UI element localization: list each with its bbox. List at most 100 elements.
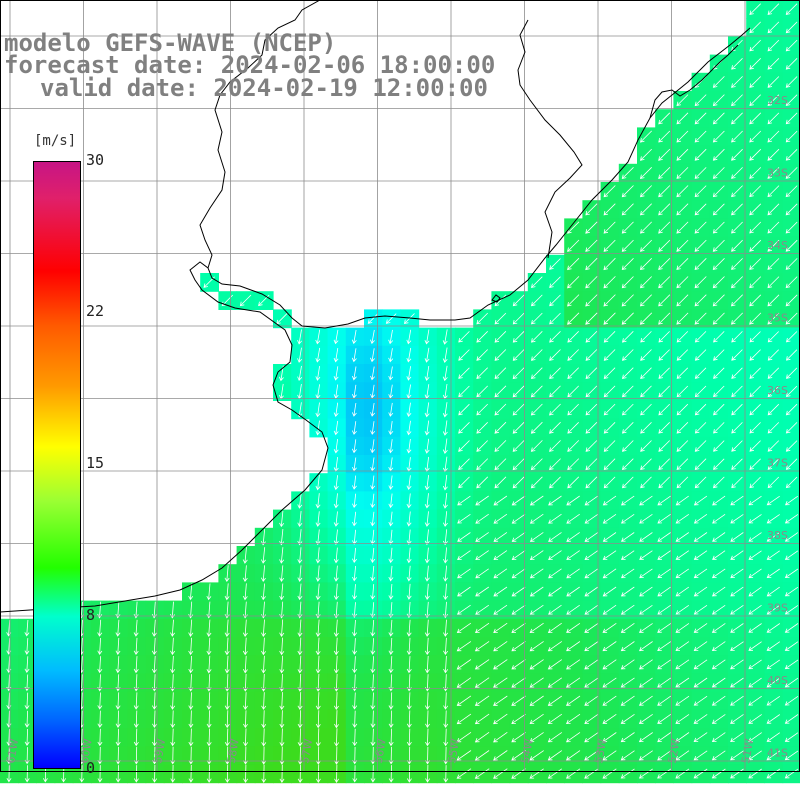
wind-arrow [476,476,489,489]
wind-arrow [584,622,599,633]
wind-cell [582,491,602,511]
wind-arrow [749,39,761,52]
wind-arrow [188,655,194,674]
wind-arrow [713,385,725,398]
wind-arrow [602,550,617,560]
wind-cell [673,600,693,620]
wind-arrow [476,440,488,452]
wind-cell [509,345,529,365]
wind-arrow [512,349,525,361]
wind-arrow [529,659,544,670]
wind-cell [673,546,693,565]
lagoon-outline [649,44,739,119]
wind-arrow [242,637,248,656]
wind-arrow [424,347,430,363]
wind-arrow [749,112,762,125]
wind-arrow [242,619,248,637]
wind-cell [509,764,529,784]
wind-arrow [152,764,158,783]
wind-arrow [565,713,581,725]
wind-arrow [748,495,762,506]
wind-arrow [406,438,412,454]
wind-arrow [530,440,543,452]
wind-cell [455,673,474,693]
wind-cell [218,291,238,310]
wind-cell [728,527,747,547]
wind-arrow [585,203,598,216]
wind-arrow [620,568,635,579]
wind-arrow [621,422,634,434]
wind-arrow [657,659,672,670]
wind-arrow [567,221,580,234]
wind-cell [564,364,583,383]
wind-arrow [315,529,321,546]
wind-arrow [602,732,617,743]
wind-arrow [567,458,580,471]
wind-cell [746,163,765,183]
longitude-labels: 61W60W59W58W57W56W55W54W53W52W51W50W [4,738,756,765]
wind-arrow [370,421,376,435]
wind-arrow [748,732,762,743]
wind-arrow [315,474,321,491]
wind-arrow [333,619,339,637]
wind-arrow [749,440,761,452]
wind-cell [764,691,784,711]
wind-arrow [97,637,103,655]
wind-arrow [676,94,689,107]
wind-arrow [676,221,689,234]
wind-arrow [351,348,357,363]
wind-arrow [675,532,690,542]
latitude-label: 35S [767,312,788,325]
wind-cell [673,109,693,128]
wind-arrow [748,768,762,779]
wind-cell [746,691,765,711]
wind-arrow [547,695,563,706]
wind-arrow [493,550,508,561]
wind-arrow [766,768,781,779]
wind-cell [618,746,638,765]
wind-cell [709,236,729,256]
wind-arrow [676,294,689,307]
wind-arrow [547,732,563,743]
wind-cell [473,473,492,492]
wind-arrow [224,619,230,637]
wind-arrow [657,677,672,688]
colorbar-tick: 8 [86,606,96,624]
wind-cell [746,618,765,638]
wind-cell [491,564,511,583]
wind-arrow [730,586,744,597]
wind-cell [709,509,729,529]
wind-arrow [457,586,471,597]
wind-cell [491,673,511,693]
wind-arrow [549,421,561,434]
wind-arrow [494,312,507,325]
wind-arrow [749,349,761,361]
wind-arrow [730,312,743,325]
wind-arrow [458,458,470,471]
wind-arrow [315,402,321,418]
wind-cell [655,728,674,747]
wind-arrow [602,513,617,524]
wind-arrow [785,76,798,88]
wind-arrow [443,565,448,582]
wind-arrow [731,476,743,489]
wind-arrow [279,764,285,783]
wind-arrow [529,732,544,743]
wind-cell [455,709,474,729]
wind-arrow [676,148,689,161]
wind-arrow [584,659,599,670]
wind-arrow [424,655,430,674]
wind-arrow [425,710,430,729]
wind-arrow [731,258,743,270]
wind-arrow [443,692,449,710]
wind-arrow [694,294,707,307]
wind-arrow [493,568,508,579]
wind-arrow [315,728,321,747]
wind-arrow [585,367,598,380]
wind-arrow [333,420,339,436]
wind-cell [473,618,492,638]
wind-arrow [297,692,303,711]
wind-arrow [785,112,798,125]
wind-arrow [785,385,798,398]
wind-arrow [388,348,394,363]
